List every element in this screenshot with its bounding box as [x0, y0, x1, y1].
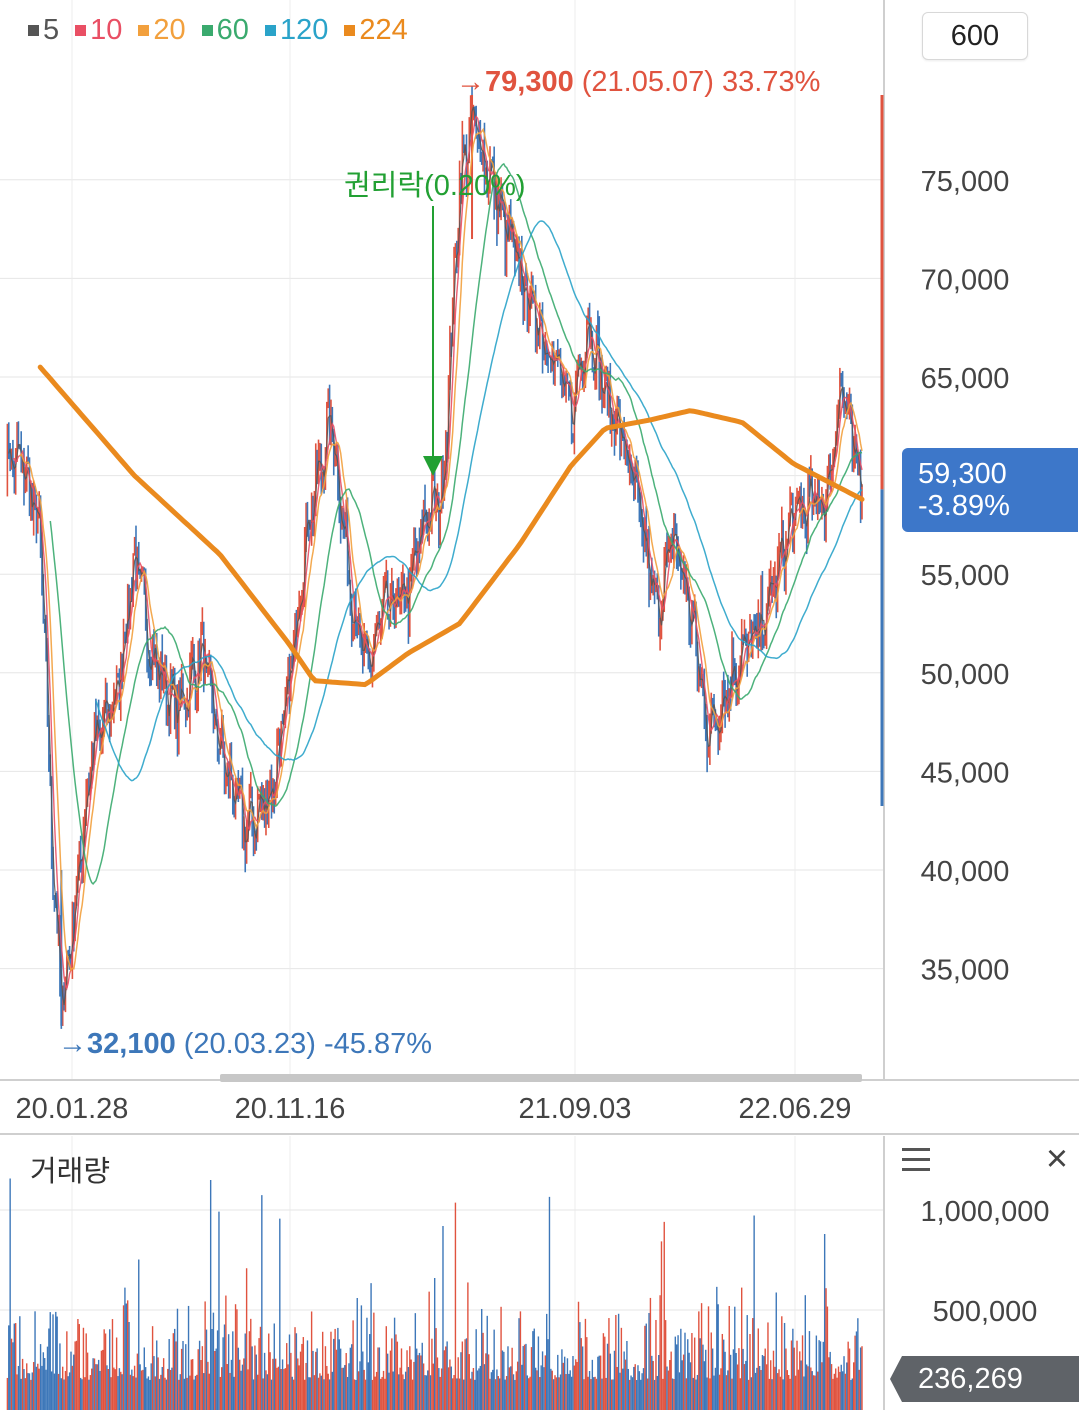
low-value: 32,100 [87, 1028, 176, 1060]
ma10-line [12, 115, 863, 991]
legend-label: 5 [43, 14, 60, 46]
legend-label: 60 [216, 14, 249, 46]
current-price-value: 59,300 [918, 458, 1007, 490]
ma60-line [49, 162, 863, 885]
close-icon[interactable]: × [1045, 1138, 1069, 1180]
price-tick-label: 75,000 [921, 166, 1010, 198]
legend-swatch-icon [201, 25, 213, 36]
legend-swatch-icon [138, 25, 150, 36]
volume-tick-label: 500,000 [933, 1296, 1038, 1328]
low-annotation: →32,100 (20.03.23) -45.87% [58, 1028, 432, 1061]
legend-swatch-icon [75, 25, 87, 36]
price-grid [0, 0, 884, 1410]
volume-tick-label: 1,000,000 [920, 1196, 1049, 1228]
legend-swatch-icon [28, 25, 39, 36]
legend-label: 20 [153, 14, 186, 46]
legend-ma20[interactable]: 20 [138, 14, 186, 47]
ma5-line [8, 106, 863, 1006]
legend-label: 10 [90, 14, 123, 46]
time-tick-label: 21.09.03 [519, 1093, 632, 1125]
ma120-line [95, 220, 863, 782]
arrow-right-icon: → [58, 1028, 87, 1060]
arrow-right-icon: → [456, 66, 485, 98]
current-volume-badge: 236,269 [890, 1356, 1079, 1402]
ma-legend: 5 10 20 60 120 224 [28, 14, 408, 47]
ma20-line [19, 127, 863, 972]
price-tick-label: 55,000 [921, 560, 1010, 592]
rights-annotation: 권리락(0.20%) [344, 170, 526, 202]
time-tick-label: 20.11.16 [235, 1093, 346, 1125]
legend-label: 120 [279, 14, 329, 46]
legend-ma224[interactable]: 224 [344, 14, 408, 47]
price-tick-label: 65,000 [921, 363, 1010, 395]
current-price-change: -3.89% [918, 490, 1010, 522]
legend-ma10[interactable]: 10 [75, 14, 122, 47]
time-tick-label: 20.01.28 [16, 1093, 129, 1125]
legend-swatch-icon [344, 25, 356, 36]
price-tick-label: 45,000 [921, 757, 1010, 789]
period-button[interactable]: 600 [922, 12, 1028, 60]
price-tick-label: 50,000 [921, 659, 1010, 691]
legend-ma120[interactable]: 120 [264, 14, 329, 47]
current-price-badge: 59,300 -3.89% [902, 448, 1078, 532]
legend-ma5[interactable]: 5 [28, 14, 59, 47]
price-tick-label: 70,000 [921, 264, 1010, 296]
price-tick-label: 40,000 [921, 856, 1010, 888]
legend-ma60[interactable]: 60 [201, 14, 249, 47]
ma224-line [37, 364, 865, 688]
menu-icon[interactable] [902, 1148, 930, 1172]
legend-swatch-icon [264, 25, 276, 36]
volume-title: 거래량 [30, 1156, 111, 1188]
price-series [6, 85, 865, 1410]
scroll-thumb [220, 1074, 862, 1082]
rights-triangle-icon [423, 456, 443, 476]
time-tick-label: 22.06.29 [739, 1093, 852, 1125]
time-axis-band [0, 1080, 1079, 1136]
price-tick-label: 35,000 [921, 955, 1010, 987]
high-annotation: →79,300 (21.05.07) 33.73% [456, 66, 820, 99]
high-detail: (21.05.07) 33.73% [573, 66, 821, 98]
legend-label: 224 [359, 14, 408, 46]
high-value: 79,300 [485, 66, 574, 98]
low-detail: (20.03.23) -45.87% [175, 1028, 433, 1060]
